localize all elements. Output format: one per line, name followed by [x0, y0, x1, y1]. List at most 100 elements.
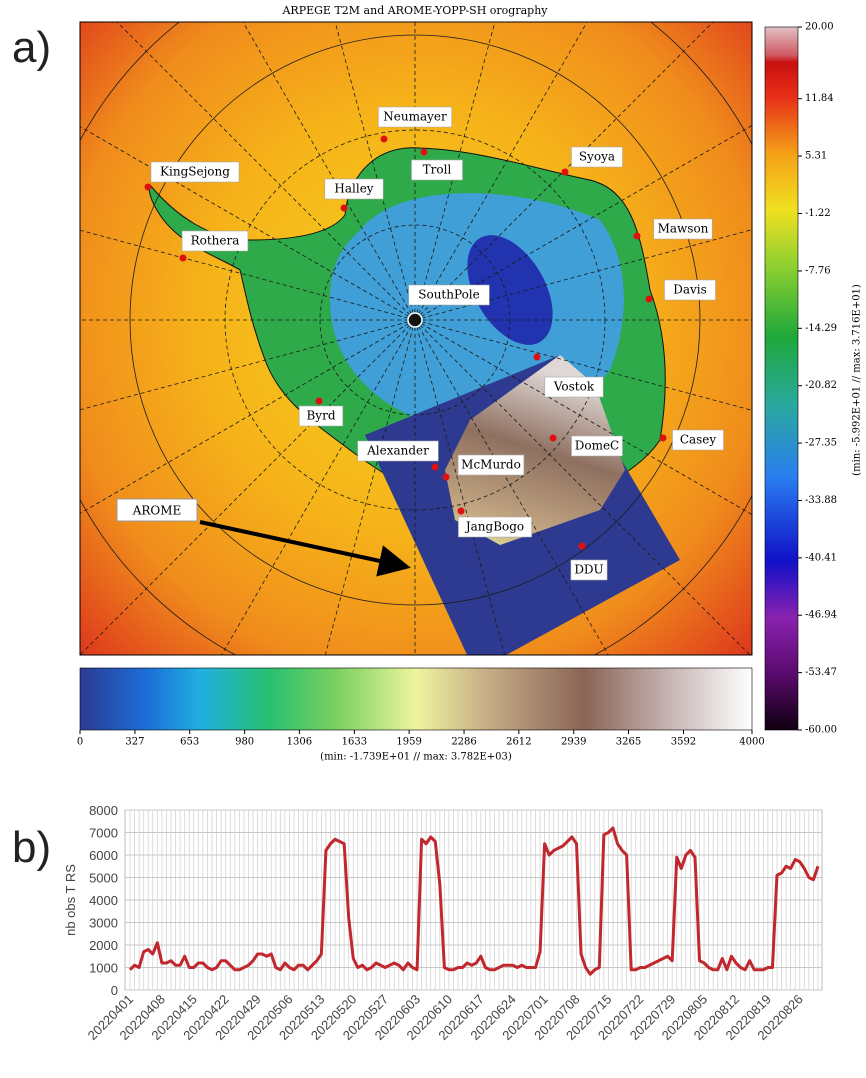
label-box	[664, 279, 716, 301]
label-box	[298, 405, 344, 427]
station-dot	[380, 135, 388, 143]
panel-label: a)	[12, 23, 51, 72]
station-dot	[340, 204, 348, 212]
meridian	[80, 319, 416, 514]
map-title: ARPEGE T2M and AROME-YOPP-SH orography	[281, 4, 548, 17]
station-label: Mawson	[658, 222, 709, 236]
colorbar-tick-label: -40.41	[805, 552, 837, 563]
meridian	[80, 319, 416, 411]
orography	[445, 355, 625, 545]
temperature-colorbar	[764, 26, 799, 731]
colorbar-tick-label: 980	[235, 737, 254, 748]
label-box	[408, 284, 490, 306]
station-label: Rothera	[191, 234, 240, 248]
colorbar-tick-label: -53.47	[805, 667, 837, 678]
colorbar-tick-label: 4000	[739, 737, 764, 748]
station-label: SouthPole	[418, 288, 479, 302]
map-frame	[79, 21, 753, 656]
station-dot	[549, 434, 557, 442]
label-box	[571, 435, 623, 457]
colorbar-tick-label: -60.00	[805, 725, 837, 736]
station-dot	[179, 254, 187, 262]
y-tick-label: 6000	[89, 848, 118, 863]
arrow-label: AROME	[132, 504, 182, 518]
colorbar-tick-label: 327	[125, 737, 144, 748]
station-dot	[315, 397, 323, 405]
meridian	[414, 319, 752, 411]
label-box	[457, 454, 525, 476]
colorbar-tick-label: 653	[180, 737, 199, 748]
colorbar-note: (min: -5.992E+01 // max: 3.716E+01)	[852, 284, 863, 476]
station-dot	[420, 148, 428, 156]
arrow	[199, 520, 411, 577]
station-dot	[533, 353, 541, 361]
station-label: JangBogo	[464, 520, 524, 534]
station-label: DDU	[574, 563, 603, 577]
label-box	[378, 106, 452, 128]
label-box	[570, 559, 608, 581]
station-dot	[633, 232, 641, 240]
meridian	[414, 319, 752, 516]
station-label: Alexander	[366, 444, 429, 458]
colorbar-tick-label: 3592	[671, 737, 696, 748]
meridian	[116, 22, 416, 321]
station-dot	[144, 183, 152, 191]
cold-zone	[467, 235, 553, 345]
colorbar-tick-label: -33.88	[805, 495, 837, 506]
pole-marker	[407, 312, 423, 328]
colorbar-note: (min: -1.739E+01 // max: 3.782E+03)	[320, 752, 512, 763]
station-dot	[561, 168, 569, 176]
meridian	[414, 22, 714, 321]
colorbar-tick-label: 1306	[287, 737, 312, 748]
station-label: KingSejong	[160, 165, 230, 179]
colorbar-tick-label: -20.82	[805, 380, 837, 391]
label-box	[181, 230, 249, 252]
y-axis-label: nb obs T RS	[63, 864, 78, 936]
station-dot	[442, 473, 450, 481]
label-box	[458, 516, 532, 538]
label-box	[411, 159, 463, 181]
y-tick-label: 8000	[89, 803, 118, 818]
station-label: Halley	[334, 182, 373, 196]
y-tick-label: 5000	[89, 871, 118, 886]
data-line	[128, 826, 820, 976]
station-dot	[578, 542, 586, 550]
station-label: Troll	[423, 163, 452, 177]
label-box	[150, 161, 240, 183]
stations: Neumayer Troll KingSejong Halley Syoya Rother…	[144, 106, 724, 581]
colorbar-tick-label: -46.94	[805, 610, 837, 621]
y-tick-label: 2000	[89, 938, 118, 953]
orography-colorbar	[79, 667, 753, 731]
station-label: Casey	[680, 433, 717, 447]
meridian	[414, 22, 588, 321]
label-box	[116, 498, 198, 522]
colorbar-tick-label: 1959	[396, 737, 421, 748]
station-label: Byrd	[306, 409, 335, 423]
label-box	[672, 429, 724, 451]
y-tick-label: 3000	[89, 916, 118, 931]
colorbar-tick-label: 2612	[506, 737, 531, 748]
colorbar-tick-label: 2286	[451, 737, 476, 748]
colorbar-tick-label: 20.00	[805, 22, 834, 33]
meridian	[414, 22, 496, 321]
meridian	[80, 126, 416, 321]
station-label: Davis	[673, 283, 707, 297]
station-label: Syoya	[579, 150, 615, 164]
y-tick-label: 7000	[89, 826, 118, 841]
meridian	[414, 124, 752, 321]
panel-label: b)	[12, 823, 51, 872]
station-label: Vostok	[553, 380, 595, 394]
y-tick-label: 0	[111, 983, 118, 998]
label-box	[357, 440, 439, 462]
colorbar-tick-label: 2939	[561, 737, 586, 748]
station-dot	[431, 463, 439, 471]
station-dot	[457, 507, 465, 515]
meridian	[242, 22, 416, 321]
station-dot	[645, 295, 653, 303]
meridian	[414, 319, 506, 655]
colorbar-tick-label: 5.31	[805, 151, 827, 162]
meridian	[414, 229, 752, 321]
label-box	[544, 376, 604, 398]
colorbar-tick-label: -14.29	[805, 323, 837, 334]
